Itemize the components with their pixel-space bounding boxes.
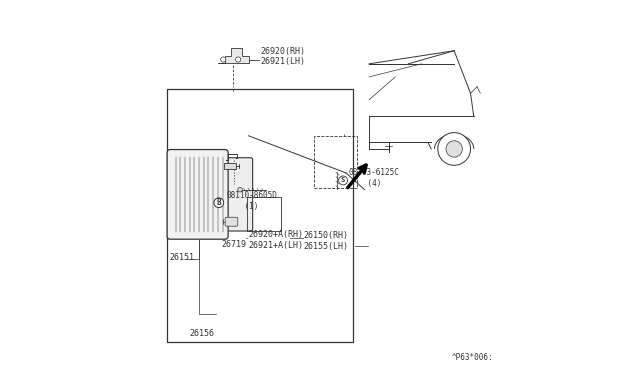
- FancyBboxPatch shape: [205, 158, 253, 231]
- Bar: [224, 163, 236, 169]
- Text: 26719: 26719: [221, 240, 246, 249]
- Circle shape: [339, 176, 348, 185]
- FancyBboxPatch shape: [167, 150, 228, 239]
- Circle shape: [214, 198, 223, 208]
- Text: 26151: 26151: [170, 253, 195, 262]
- Text: 26920+A(RH)
26921+A(LH): 26920+A(RH) 26921+A(LH): [248, 230, 303, 250]
- Text: B: B: [216, 198, 221, 207]
- Polygon shape: [218, 48, 250, 63]
- Circle shape: [236, 57, 241, 62]
- Bar: [168, 89, 353, 342]
- Text: 26920(RH)
26921(LH): 26920(RH) 26921(LH): [260, 47, 305, 66]
- Bar: [314, 136, 357, 188]
- Text: 26150(RH)
26155(LH): 26150(RH) 26155(LH): [303, 231, 348, 251]
- Text: 08110-8605D
    (1): 08110-8605D (1): [227, 191, 277, 211]
- Circle shape: [446, 141, 462, 157]
- Circle shape: [221, 57, 226, 62]
- Text: S: S: [341, 177, 345, 183]
- Circle shape: [238, 187, 243, 192]
- Bar: [248, 197, 281, 231]
- FancyBboxPatch shape: [225, 217, 238, 226]
- Circle shape: [438, 132, 470, 165]
- Text: 26156: 26156: [189, 328, 214, 337]
- Text: ^P63*006:: ^P63*006:: [452, 353, 493, 362]
- Text: 08363-6125C
    (4): 08363-6125C (4): [349, 169, 399, 188]
